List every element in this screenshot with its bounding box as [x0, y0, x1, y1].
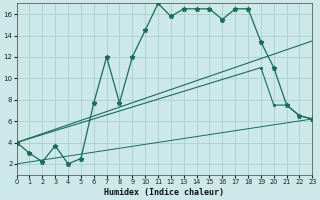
- X-axis label: Humidex (Indice chaleur): Humidex (Indice chaleur): [105, 188, 225, 197]
